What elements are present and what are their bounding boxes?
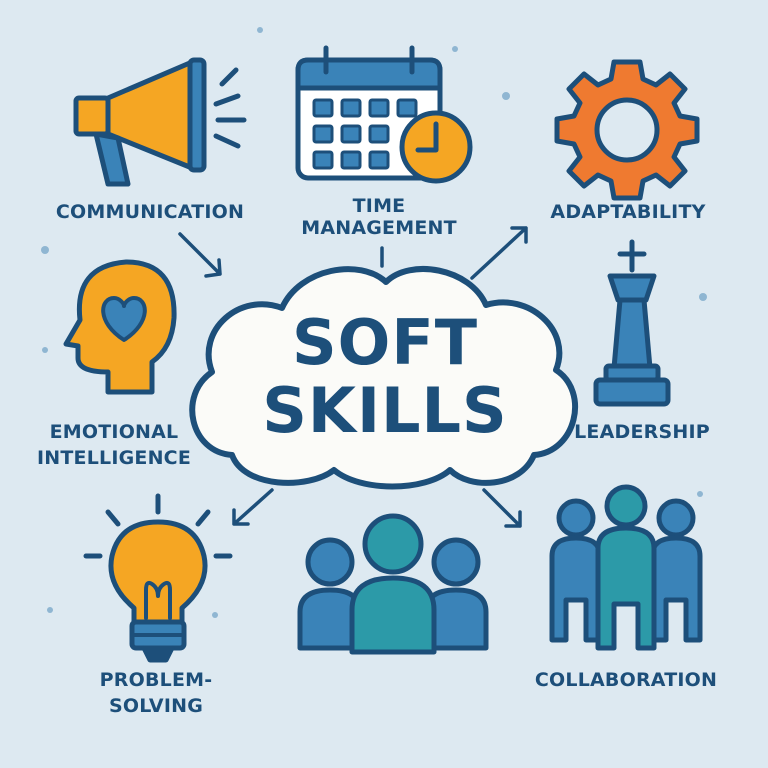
head-heart-icon [63,259,177,395]
label-problem-solving-line-1: PROBLEM- [99,669,213,691]
label-collaboration: COLLABORATION [534,669,718,691]
arrow-to-adaptability [470,226,528,280]
label-time-management-line-2: MANAGEMENT [301,217,457,239]
label-emotional-intelligence-line-1: EMOTIONAL [49,421,179,443]
arrow-to-communication [178,232,222,278]
label-adaptability: ADAPTABILITY [550,201,706,223]
megaphone-icon [73,57,247,187]
label-communication: COMMUNICATION [55,201,245,223]
label-problem-solving-line-2: SOLVING [109,695,203,717]
lightbulb-icon [83,493,233,663]
group-icon [297,513,489,655]
chess-king-icon [593,239,671,407]
title-line-2: SKILLS [262,374,508,447]
label-time-management-line-1: TIME [352,195,406,217]
gear-icon [554,59,700,201]
central-cloud [189,266,579,490]
arrow-to-problem-solving [232,488,274,526]
label-emotional-intelligence-line-2: INTELLIGENCE [37,447,191,469]
calendar-clock-icon [295,45,473,184]
connector-arrows [178,226,528,528]
label-leadership: LEADERSHIP [574,421,710,443]
team-icon [549,484,703,651]
arrow-to-collaboration [482,488,522,528]
title-line-1: SOFT [291,306,478,379]
